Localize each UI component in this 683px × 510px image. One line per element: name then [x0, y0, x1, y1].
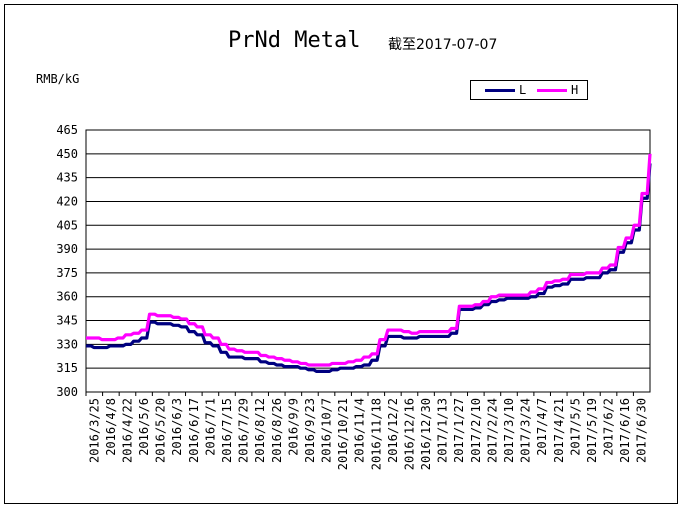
x-tick-label: 2017/2/24	[485, 398, 499, 463]
x-tick-label: 2017/6/2	[602, 398, 616, 456]
y-tick-label: 300	[56, 385, 78, 399]
x-tick-label: 2017/3/24	[519, 398, 533, 463]
x-tick-label: 2017/3/10	[502, 398, 516, 463]
x-tick-label: 2017/4/7	[535, 398, 549, 456]
x-tick-label: 2016/4/8	[104, 398, 118, 456]
legend-swatch-h	[537, 89, 567, 92]
x-tick-label: 2016/9/23	[303, 398, 317, 463]
x-tick-label: 2016/12/2	[386, 398, 400, 463]
y-tick-label: 345	[56, 314, 78, 328]
y-tick-label: 390	[56, 242, 78, 256]
x-tick-label: 2017/1/13	[436, 398, 450, 463]
x-tick-label: 2016/11/4	[353, 398, 367, 463]
y-tick-label: 450	[56, 147, 78, 161]
y-tick-label: 465	[56, 123, 78, 137]
legend-label-l: L	[519, 83, 527, 97]
x-tick-label: 2016/11/18	[369, 398, 383, 470]
x-tick-label: 2016/12/16	[402, 398, 416, 470]
x-tick-label: 2016/6/3	[170, 398, 184, 456]
y-axis-unit-label: RMB/kG	[36, 72, 80, 86]
x-tick-label: 2016/8/26	[270, 398, 284, 463]
x-tick-label: 2016/7/29	[237, 398, 251, 463]
x-tick-label: 2017/6/30	[635, 398, 649, 463]
x-tick-label: 2017/5/5	[568, 398, 582, 456]
x-tick-label: 2016/10/21	[336, 398, 350, 470]
chart-legend: L H	[470, 80, 588, 100]
x-tick-label: 2016/3/25	[87, 398, 101, 463]
chart-subtitle: 截至2017-07-07	[388, 37, 498, 53]
x-tick-label: 2017/6/16	[618, 398, 632, 463]
x-tick-label: 2016/10/7	[320, 398, 334, 463]
x-tick-label: 2017/1/27	[452, 398, 466, 463]
x-tick-label: 2017/5/19	[585, 398, 599, 463]
x-tick-label: 2016/9/9	[286, 398, 300, 456]
legend-label-h: H	[571, 83, 579, 97]
x-tick-label: 2017/4/21	[552, 398, 566, 463]
x-tick-label: 2016/5/20	[154, 398, 168, 463]
y-tick-label: 375	[56, 266, 78, 280]
x-tick-label: 2016/7/1	[203, 398, 217, 456]
chart-title: PrNd Metal	[228, 28, 361, 53]
y-tick-label: 435	[56, 171, 78, 185]
y-tick-label: 330	[56, 337, 78, 351]
x-tick-label: 2016/7/15	[220, 398, 234, 463]
x-tick-label: 2017/2/10	[469, 398, 483, 463]
legend-swatch-l	[485, 89, 515, 92]
series-line-h	[86, 153, 652, 367]
y-tick-label: 420	[56, 194, 78, 208]
y-tick-label: 360	[56, 290, 78, 304]
series-line-l	[86, 163, 652, 373]
x-tick-label: 2016/4/22	[120, 398, 134, 463]
plot-area	[85, 129, 651, 393]
y-tick-label: 315	[56, 361, 78, 375]
y-tick-label: 405	[56, 218, 78, 232]
x-tick-label: 2016/5/6	[137, 398, 151, 456]
x-tick-label: 2016/8/12	[253, 398, 267, 463]
x-tick-label: 2016/12/30	[419, 398, 433, 470]
x-tick-label: 2016/6/17	[187, 398, 201, 463]
